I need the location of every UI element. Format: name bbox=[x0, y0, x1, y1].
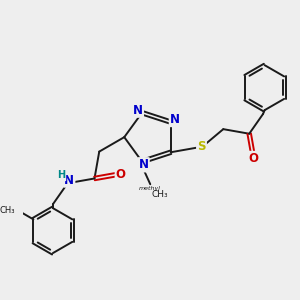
Text: N: N bbox=[64, 173, 74, 187]
Text: O: O bbox=[116, 168, 126, 182]
Text: N: N bbox=[133, 103, 143, 117]
Text: O: O bbox=[248, 152, 259, 165]
Text: CH₃: CH₃ bbox=[0, 206, 15, 215]
Text: N: N bbox=[139, 158, 148, 171]
Text: N: N bbox=[170, 113, 180, 126]
Text: CH₃: CH₃ bbox=[152, 190, 168, 199]
Text: S: S bbox=[197, 140, 206, 153]
Text: methyl: methyl bbox=[139, 186, 161, 191]
Text: H: H bbox=[57, 170, 65, 180]
